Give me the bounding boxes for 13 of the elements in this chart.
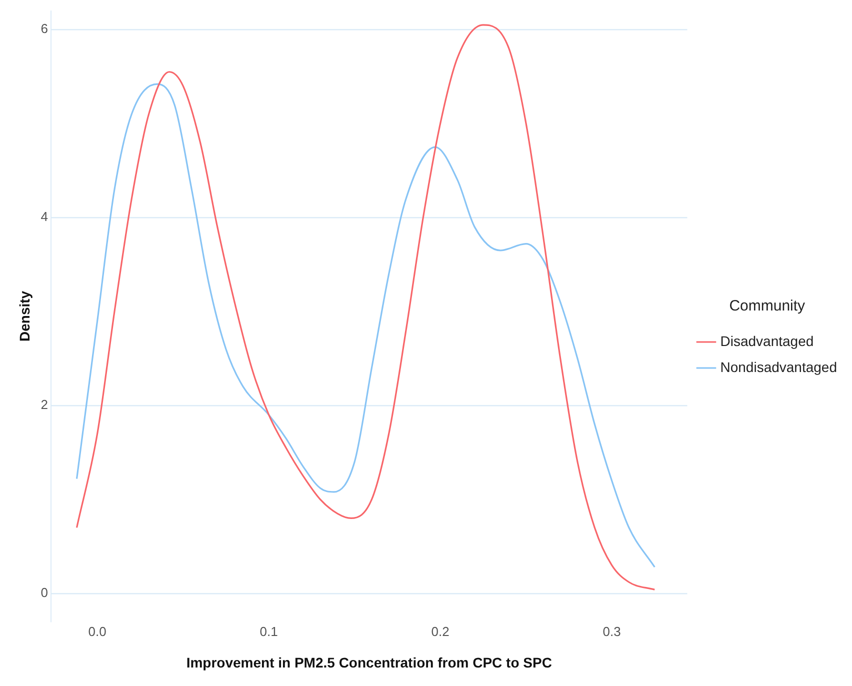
legend-label: Disadvantaged xyxy=(720,332,814,349)
y-tick-label: 2 xyxy=(40,397,48,412)
x-tick-label: 0.3 xyxy=(602,624,621,639)
x-tick-label: 0.0 xyxy=(88,624,106,639)
y-axis-title: Density xyxy=(16,290,32,342)
x-tick-label: 0.1 xyxy=(260,624,278,639)
y-tick-label: 4 xyxy=(40,209,48,224)
x-tick-label: 0.2 xyxy=(431,624,450,639)
legend-title: Community xyxy=(729,298,806,315)
x-axis-title: Improvement in PM2.5 Concentration from CPC to SPC xyxy=(186,654,552,670)
y-tick-label: 0 xyxy=(40,584,48,600)
legend-label: Nondisadvantaged xyxy=(720,358,838,375)
y-tick-label: 6 xyxy=(40,21,48,36)
